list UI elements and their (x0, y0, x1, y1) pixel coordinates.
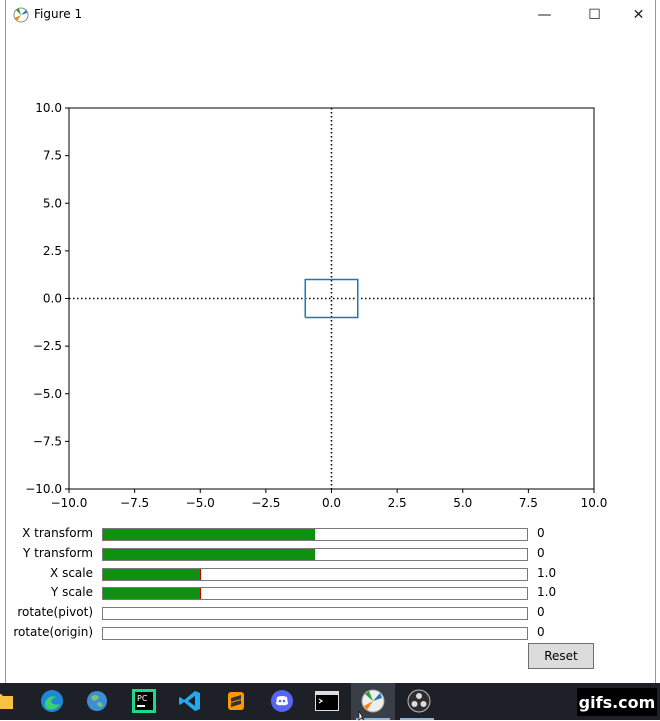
open-app-underline (400, 718, 434, 720)
x-tick-label: 7.5 (519, 496, 538, 510)
x-tick-label: −7.5 (120, 496, 149, 510)
close-button[interactable]: ✕ (616, 0, 660, 30)
x-tick-label: −2.5 (251, 496, 280, 510)
x-tick-label: 10.0 (581, 496, 608, 510)
minimize-button[interactable]: — (522, 0, 567, 30)
y-tick-label: −5.0 (33, 387, 62, 401)
slider-label: X scale (50, 565, 93, 580)
slider-track[interactable] (102, 567, 528, 581)
obs-icon[interactable] (407, 689, 431, 713)
square-series-line (304, 278, 359, 319)
slider-track[interactable] (102, 627, 528, 640)
reset-button[interactable]: Reset (528, 643, 594, 669)
y-tick-label: 10.0 (35, 101, 62, 115)
y-tick-label: −10.0 (25, 482, 62, 496)
x-tick-label: −5.0 (186, 496, 215, 510)
maximize-icon: ☐ (588, 7, 601, 23)
maximize-button[interactable]: ☐ (572, 0, 617, 30)
slider-value: 0 (537, 625, 545, 639)
discord-icon[interactable] (270, 689, 294, 713)
x-tick-label: 2.5 (388, 496, 407, 510)
slider-label: rotate(origin) (13, 625, 93, 639)
slider-label: rotate(pivot) (17, 605, 93, 620)
y-tick-label: −7.5 (33, 434, 62, 448)
edge-icon[interactable] (40, 689, 64, 713)
slider-row: rotate(origin) 0 (0, 625, 660, 641)
slider-init-marker (199, 588, 202, 600)
slider-value: 1.0 (537, 585, 557, 600)
slider-row: X transform 0 (0, 526, 660, 542)
matplotlib-icon (13, 7, 29, 23)
window-title: Figure 1 (34, 7, 83, 21)
matplotlib-figure-icon[interactable] (361, 689, 385, 713)
slider-fill (103, 548, 315, 560)
svg-text:PC: PC (137, 694, 148, 703)
mouse-cursor-icon (358, 711, 365, 721)
folder-icon[interactable] (0, 689, 16, 713)
x-tick-label: 0.0 (322, 496, 341, 510)
slider-fill (103, 568, 201, 580)
vscode-icon[interactable] (178, 689, 202, 713)
slider-label: Y scale (50, 585, 93, 600)
terminal-icon[interactable] (315, 689, 339, 713)
y-tick-label: 2.5 (43, 244, 62, 258)
slider-init-marker (199, 568, 202, 580)
slider-row: rotate(pivot) 0 (0, 605, 660, 621)
slider-row: Y scale 1.0 (0, 585, 660, 601)
slider-row: X scale 1.0 (0, 565, 660, 582)
plot-area[interactable]: −10.0 −7.5 −5.0 −2.5 0.0 2.5 5.0 7.5 10.0 −10.0 −7… (0, 0, 660, 683)
title-bar[interactable]: Figure 1 — ☐ ✕ (6, 0, 655, 30)
slider-value: 0 (537, 605, 545, 620)
slider-track[interactable] (102, 547, 528, 561)
slider-value: 0 (537, 545, 545, 560)
slider-fill (103, 588, 201, 600)
slider-track[interactable] (102, 528, 528, 541)
active-app-underline (356, 718, 390, 720)
x-tick-label: 5.0 (453, 496, 472, 510)
y-tick-label: 7.5 (43, 149, 62, 163)
y-tick-label: 0.0 (43, 292, 62, 306)
slider-track[interactable] (102, 587, 528, 601)
sublime-icon[interactable] (224, 689, 248, 713)
slider-label: Y transform (23, 545, 93, 560)
slider-fill (103, 529, 315, 540)
pycharm-icon[interactable]: PC (132, 689, 156, 713)
minimize-icon: — (537, 7, 552, 23)
active-app-highlight (351, 683, 395, 720)
slider-value: 0 (537, 526, 545, 540)
taskbar: PC (0, 683, 660, 721)
watermark: gifs.com (577, 688, 657, 716)
browser-icon[interactable] (85, 689, 109, 713)
slider-value: 1.0 (537, 565, 557, 580)
slider-track[interactable] (102, 607, 528, 621)
x-tick-label: −10.0 (51, 496, 88, 510)
y-tick-label: −2.5 (33, 339, 62, 353)
close-icon: ✕ (632, 7, 645, 23)
y-tick-label: 5.0 (43, 196, 62, 210)
slider-row: Y transform 0 (0, 545, 660, 562)
slider-label: X transform (22, 526, 93, 540)
